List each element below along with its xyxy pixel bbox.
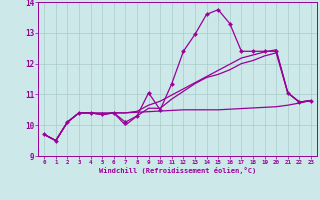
X-axis label: Windchill (Refroidissement éolien,°C): Windchill (Refroidissement éolien,°C)	[99, 167, 256, 174]
